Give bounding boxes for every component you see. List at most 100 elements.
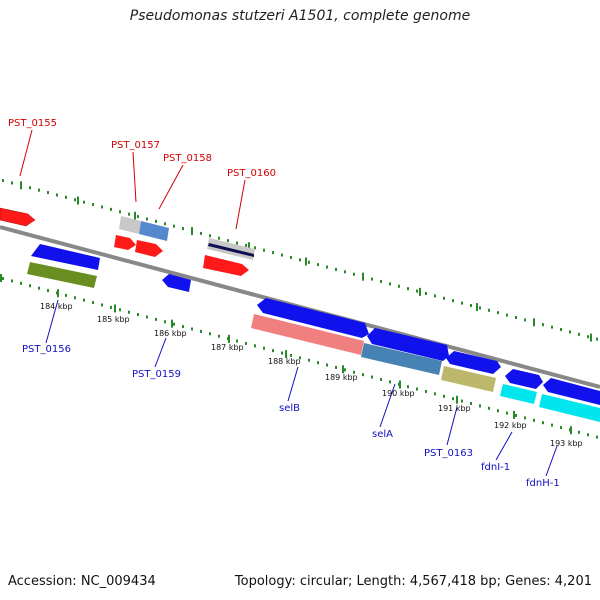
gene-label-pst0155[interactable]: PST_0155 (8, 118, 57, 129)
kbp-label: 189 kbp (325, 373, 358, 382)
outer-minor-tick (371, 277, 373, 281)
gene-feature-fdnh1[interactable] (543, 378, 600, 405)
gene-feature-pst0157b[interactable] (139, 221, 169, 241)
kbp-label: 190 kbp (382, 389, 415, 398)
outer-minor-tick (488, 308, 490, 312)
outer-minor-tick (398, 284, 400, 288)
inner-major-tick (0, 274, 2, 282)
outer-minor-tick (65, 195, 67, 199)
leader-line (158, 164, 184, 210)
outer-minor-tick (263, 248, 265, 252)
gene-label-selb[interactable]: selB (279, 403, 300, 414)
inner-minor-tick (470, 401, 472, 405)
gene-feature-fdnh1-box[interactable] (539, 394, 600, 422)
outer-minor-tick (290, 255, 292, 259)
gene-feature-selb[interactable] (257, 298, 369, 338)
leader-line (495, 431, 513, 461)
outer-minor-tick (272, 251, 274, 255)
gene-feature-pst0155[interactable] (0, 207, 36, 227)
outer-minor-tick (326, 265, 328, 269)
inner-minor-tick (389, 380, 391, 384)
inner-minor-tick (551, 423, 553, 427)
outer-minor-tick (218, 236, 220, 240)
inner-minor-tick (272, 349, 274, 353)
gene-feature-pst0156-box[interactable] (27, 262, 97, 288)
gene-feature-pst0163[interactable] (446, 351, 501, 374)
gene-feature-sela[interactable] (367, 328, 449, 361)
inner-minor-tick (92, 301, 94, 305)
outer-minor-tick (470, 303, 472, 307)
outer-major-tick (134, 211, 136, 220)
inner-minor-tick (407, 385, 409, 389)
gene-label-pst0157[interactable]: PST_0157 (111, 140, 160, 151)
outer-minor-tick (416, 289, 418, 293)
inner-major-tick (456, 395, 458, 404)
inner-minor-tick (47, 289, 49, 293)
inner-minor-tick (371, 375, 373, 379)
outer-minor-tick (227, 239, 229, 243)
genome-summary-text: Topology: circular; Length: 4,567,418 bp… (234, 574, 592, 589)
outer-major-tick (590, 333, 592, 342)
gene-label-pst0163[interactable]: PST_0163 (424, 448, 473, 459)
gene-label-pst0156[interactable]: PST_0156 (22, 344, 71, 355)
outer-minor-tick (497, 311, 499, 315)
gene-label-fdni1[interactable]: fdnI-1 (481, 462, 510, 473)
inner-minor-tick (65, 293, 67, 297)
inner-minor-tick (326, 363, 328, 367)
inner-minor-tick (119, 308, 121, 312)
inner-minor-tick (20, 281, 22, 285)
outer-major-tick (20, 181, 22, 190)
leader-line (379, 383, 396, 428)
inner-minor-tick (263, 346, 265, 350)
gene-label-sela[interactable]: selA (372, 429, 393, 440)
inner-major-tick (171, 319, 173, 328)
inner-minor-tick (155, 317, 157, 321)
inner-minor-tick (560, 426, 562, 430)
outer-minor-tick (110, 207, 112, 211)
gene-feature-pst0160-lower[interactable] (203, 255, 249, 276)
inner-minor-tick (164, 320, 166, 324)
gene-feature-sela-box[interactable] (361, 343, 442, 375)
gene-feature-pst0163-box[interactable] (441, 366, 496, 392)
inner-minor-tick (182, 325, 184, 329)
outer-minor-tick (209, 234, 211, 238)
inner-minor-tick (461, 399, 463, 403)
gene-label-fdnh1[interactable]: fdnH-1 (526, 478, 560, 489)
inner-minor-tick (101, 303, 103, 307)
gene-label-pst0159[interactable]: PST_0159 (132, 369, 181, 380)
leader-line (235, 179, 246, 230)
outer-major-tick (476, 303, 478, 312)
inner-minor-tick (317, 361, 319, 365)
kbp-label: 184 kbp (40, 302, 73, 311)
gene-feature-pst0158b[interactable] (135, 240, 163, 257)
outer-minor-tick (56, 193, 58, 197)
gene-feature-selb-box[interactable] (251, 314, 364, 355)
gene-feature-pst0158[interactable] (114, 235, 136, 250)
gene-feature-fdni1-box[interactable] (500, 384, 537, 404)
inner-major-tick (513, 410, 515, 419)
outer-minor-tick (92, 203, 94, 207)
outer-minor-tick (146, 217, 148, 221)
inner-major-tick (114, 304, 116, 313)
outer-minor-tick (479, 306, 481, 310)
gene-feature-pst0157[interactable] (119, 216, 141, 234)
inner-minor-tick (254, 344, 256, 348)
leader-line (19, 129, 33, 177)
outer-minor-tick (47, 191, 49, 195)
gene-label-pst0160[interactable]: PST_0160 (227, 168, 276, 179)
kbp-label: 186 kbp (154, 329, 187, 338)
leader-line (545, 445, 558, 477)
inner-minor-tick (308, 358, 310, 362)
inner-minor-tick (200, 329, 202, 333)
gene-feature-pst0159[interactable] (162, 274, 191, 292)
gene-feature-pst0156[interactable] (31, 244, 100, 270)
outer-minor-tick (443, 296, 445, 300)
outer-minor-tick (155, 219, 157, 223)
inner-minor-tick (128, 310, 130, 314)
kbp-label: 193 kbp (550, 439, 583, 448)
outer-minor-tick (389, 282, 391, 286)
gene-feature-fdni1[interactable] (505, 369, 543, 389)
inner-major-tick (285, 350, 287, 359)
gene-label-pst0158[interactable]: PST_0158 (163, 153, 212, 164)
kbp-label: 187 kbp (211, 343, 244, 352)
